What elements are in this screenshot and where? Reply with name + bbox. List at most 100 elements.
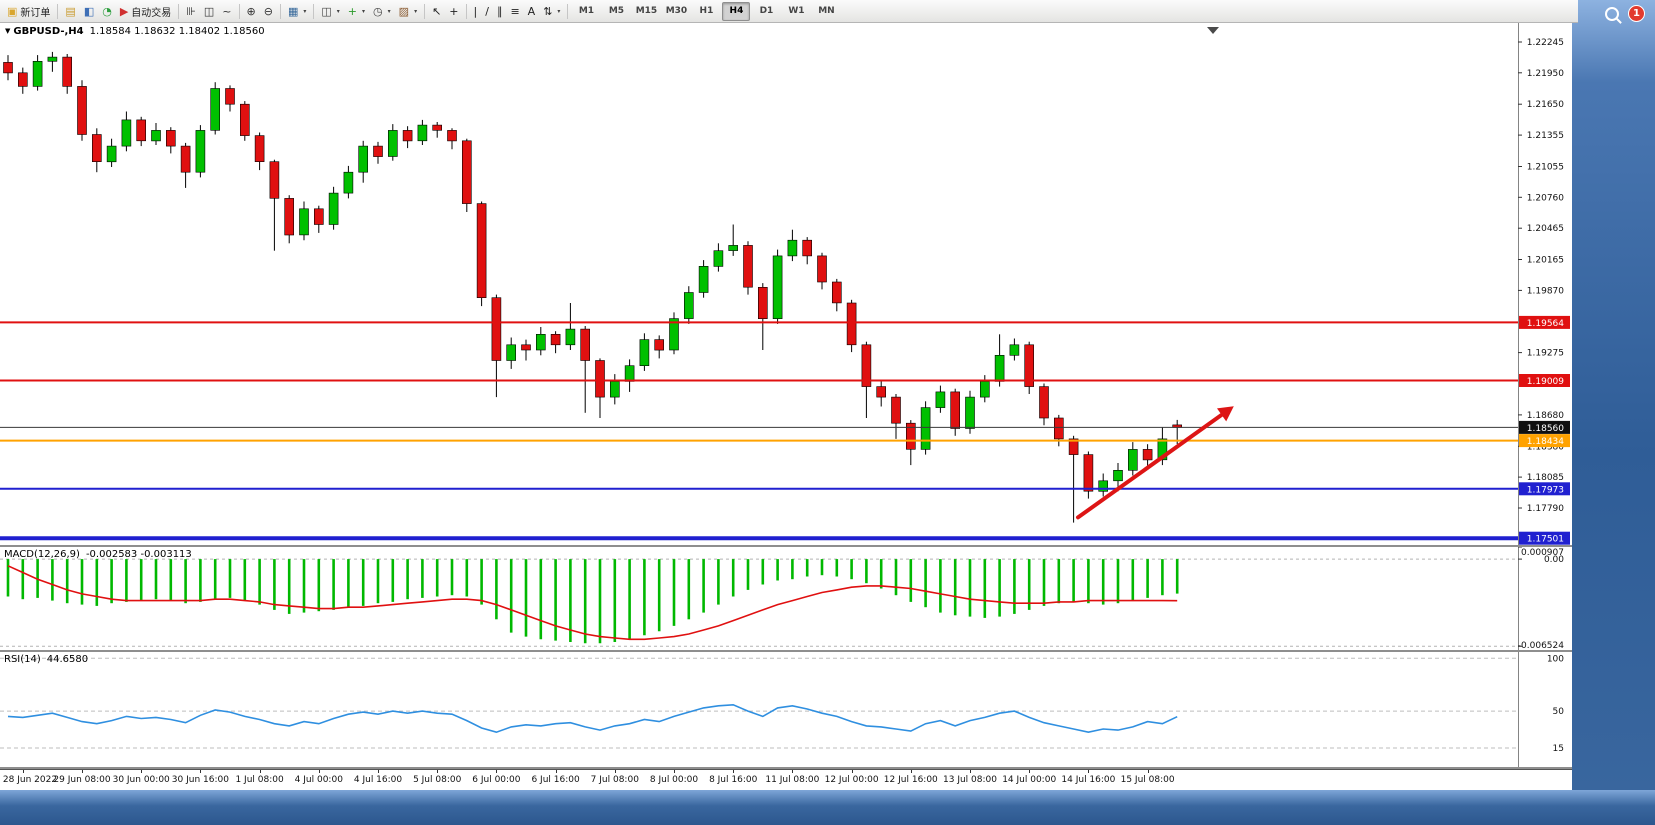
arrows-icon[interactable]: ⇅ ▾	[539, 2, 564, 20]
dropdown-caret-icon[interactable]: ▾	[414, 7, 418, 15]
time-axis[interactable]: 28 Jun 2022 29 Jun 08:00 30 Jun 00:00 30 Ju…	[0, 769, 1572, 791]
timeframe-MN[interactable]: MN	[818, 6, 835, 16]
market-watch-icon[interactable]: ◧	[80, 2, 98, 20]
candle	[92, 128, 102, 173]
trend-arrow-head	[1217, 406, 1234, 422]
candle	[225, 85, 235, 112]
candle	[1083, 451, 1094, 499]
timeframe-M15[interactable]: M15	[635, 6, 658, 16]
timeframe-D1[interactable]: D1	[759, 6, 774, 16]
pane-separator[interactable]	[0, 650, 1572, 652]
rsi-pane[interactable]: 100 50 15	[0, 652, 1572, 767]
candle	[920, 401, 931, 455]
candle	[151, 123, 161, 145]
channel-icon[interactable]: ∥	[493, 2, 507, 20]
candlestick-chart-icon[interactable]: ◫	[200, 2, 218, 20]
toolbar-separator	[238, 3, 240, 19]
toolbar-separator	[313, 3, 315, 19]
time-label: 6 Jul 16:00	[531, 775, 580, 785]
periods-icon[interactable]: ◷ ▾	[369, 2, 395, 20]
candle	[121, 111, 132, 152]
text-icon[interactable]: A	[524, 2, 540, 20]
time-label: 5 Jul 08:00	[413, 775, 462, 785]
price-tick-label: 1.20760	[1527, 193, 1564, 203]
dropdown-caret-icon[interactable]: ▾	[387, 7, 391, 15]
main-chart-pane[interactable]: 1.22245 1.21950 1.21650 1.21355 1.21055 1.207…	[0, 22, 1572, 545]
timeframe-H4[interactable]: H4	[722, 1, 751, 21]
toolbar: ▣ 新订单 ▤ ◧ ◔ ▶ 自动交易 ⊪ ◫ ~ ⊕ ⊖ ▦ ▾ ◫ ▾ + ▾ ◷ ▾ ▨ ▾ ↖ + | / ∥ ≡ A ⇅ ▾ M1 M5…	[0, 0, 1578, 23]
svg-text:1.19009: 1.19009	[1527, 377, 1564, 387]
candle	[1024, 341, 1034, 394]
timeframe-M5[interactable]: M5	[608, 6, 625, 16]
zoom-in-icon[interactable]: ⊕	[243, 2, 260, 20]
timeframe-W1[interactable]: W1	[788, 6, 805, 16]
dropdown-caret-icon[interactable]: ▾	[336, 7, 340, 15]
time-tick	[200, 770, 202, 773]
fibonacci-icon[interactable]: ≡	[506, 2, 523, 20]
fibonacci-icon: ≡	[510, 4, 520, 18]
candle	[284, 195, 295, 244]
svg-text:1.18560: 1.18560	[1527, 424, 1564, 434]
rsi-value: 44.6580	[46, 654, 89, 665]
price-tick-label: 1.22245	[1527, 38, 1564, 48]
tile-windows-icon[interactable]: ▦ ▾	[284, 2, 310, 20]
candle	[62, 54, 73, 94]
candle	[580, 326, 591, 413]
zoom-out-icon[interactable]: ⊖	[260, 2, 277, 20]
time-tick	[1029, 770, 1031, 773]
notification-badge[interactable]: 1	[1628, 5, 1645, 22]
vertical-line-icon[interactable]: |	[470, 2, 482, 20]
last-bar-marker-icon	[1207, 27, 1219, 34]
rsi-name: RSI(14)	[4, 654, 41, 665]
templates-icon[interactable]: ▨ ▾	[395, 2, 421, 20]
pane-separator[interactable]	[0, 767, 1572, 769]
cursor-icon[interactable]: ↖	[428, 2, 445, 20]
candle	[328, 186, 339, 230]
arrows-icon: ⇅	[543, 4, 553, 18]
candle	[358, 140, 369, 183]
candle	[1098, 473, 1108, 497]
trend-arrow[interactable]	[1076, 412, 1224, 520]
dropdown-caret-icon[interactable]: ▾	[303, 7, 307, 15]
autotrading-button-icon: ▶	[119, 4, 129, 18]
price-badge	[1519, 374, 1570, 387]
candle	[417, 119, 428, 145]
candle	[802, 237, 813, 265]
candle	[609, 374, 620, 405]
timeframe-M1[interactable]: M1	[578, 6, 595, 16]
dropdown-caret-icon[interactable]: ▾	[362, 7, 366, 15]
svg-text:100: 100	[1547, 654, 1564, 664]
pane-separator[interactable]	[0, 545, 1572, 547]
time-label: 1 Jul 08:00	[235, 775, 284, 785]
crosshair-icon[interactable]: +	[445, 2, 462, 20]
bar-chart-icon[interactable]: ⊪	[182, 2, 200, 20]
time-label: 7 Jul 08:00	[590, 775, 639, 785]
timeframe-H1[interactable]: H1	[699, 6, 714, 16]
new-chart-icon[interactable]: ◫ ▾	[317, 2, 343, 20]
new-order-button[interactable]: ▣ 新订单	[3, 2, 54, 20]
search-icon[interactable]	[1605, 6, 1619, 21]
price-tick-label: 1.19275	[1527, 349, 1564, 359]
price-tick-label: 1.21355	[1527, 131, 1564, 141]
time-tick	[851, 770, 853, 773]
timeframe-M30[interactable]: M30	[665, 6, 688, 16]
data-window-icon[interactable]: ◔	[98, 2, 116, 20]
autotrading-button-label: 自动交易	[131, 7, 172, 19]
line-chart-icon[interactable]: ~	[218, 2, 235, 20]
autotrading-button[interactable]: ▶ 自动交易	[116, 2, 175, 20]
candle	[535, 327, 546, 356]
indicators-icon[interactable]: + ▾	[344, 2, 369, 20]
time-tick	[437, 770, 439, 773]
profiles-icon[interactable]: ▤	[61, 2, 79, 20]
vertical-line-icon: |	[473, 4, 478, 18]
symbol-dropdown-icon[interactable]: ▼	[5, 27, 11, 35]
time-tick	[733, 770, 735, 773]
candle	[1068, 435, 1079, 523]
dropdown-caret-icon[interactable]: ▾	[557, 7, 561, 15]
trendline-icon[interactable]: /	[481, 2, 493, 20]
svg-text:-0.006524: -0.006524	[1518, 641, 1564, 650]
candle	[402, 126, 413, 149]
candle	[950, 388, 961, 436]
zoom-out-icon: ⊖	[263, 4, 273, 18]
